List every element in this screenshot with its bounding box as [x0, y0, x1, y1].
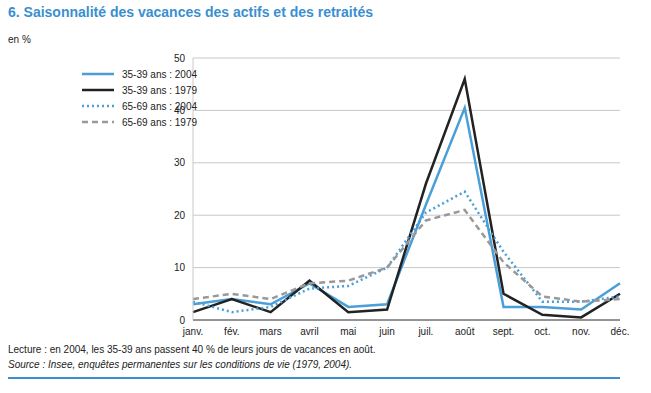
svg-text:30: 30 [174, 157, 186, 168]
svg-text:50: 50 [174, 53, 186, 64]
svg-text:sept.: sept. [493, 326, 515, 337]
svg-text:mars: mars [260, 326, 282, 337]
svg-text:oct.: oct. [534, 326, 550, 337]
svg-text:fév.: fév. [224, 326, 239, 337]
svg-text:mai: mai [340, 326, 356, 337]
svg-text:nov.: nov. [572, 326, 590, 337]
svg-text:déc.: déc. [611, 326, 630, 337]
svg-text:août: août [455, 326, 475, 337]
svg-text:avril: avril [300, 326, 318, 337]
svg-text:40: 40 [174, 105, 186, 116]
svg-text:0: 0 [179, 315, 185, 326]
svg-text:20: 20 [174, 210, 186, 221]
svg-text:janv.: janv. [182, 326, 203, 337]
svg-text:juil.: juil. [417, 326, 433, 337]
svg-text:juin: juin [378, 326, 395, 337]
svg-text:10: 10 [174, 262, 186, 273]
